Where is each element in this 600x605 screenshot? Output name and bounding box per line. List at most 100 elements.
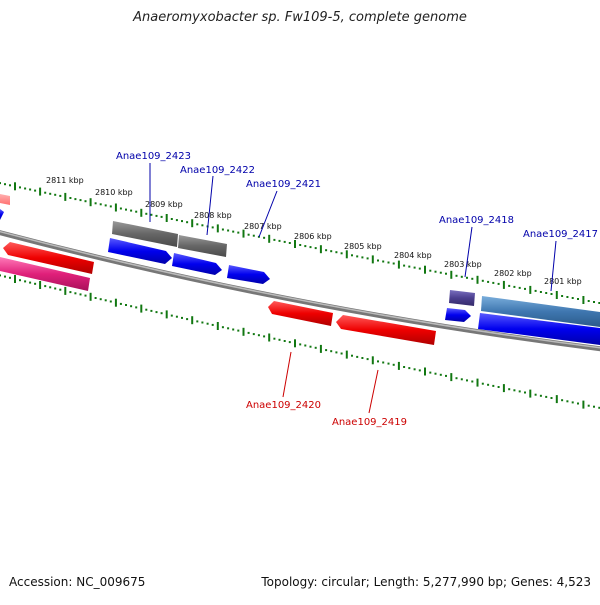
feature-grey-anae109-2422[interactable] (178, 235, 227, 257)
gene-label-anae109-2418[interactable]: Anae109_2418 (439, 215, 514, 226)
scale-top-dot (408, 265, 411, 268)
scale-bottom-dot (314, 346, 317, 349)
cds-reverse-anae109-2419[interactable] (336, 315, 436, 345)
scale-top-dot (377, 259, 379, 262)
cds-forward-5[interactable] (478, 313, 600, 345)
scale-bottom-dot (387, 362, 390, 365)
gene-label-anae109-2417[interactable]: Anae109_2417 (523, 229, 598, 240)
scale-bottom-dot (382, 361, 385, 364)
scale-top-dot (387, 261, 390, 264)
scale-bottom-dot (487, 383, 490, 386)
scale-bottom-dot (392, 363, 395, 366)
scale-top-dot (263, 236, 266, 239)
scale-bottom-dot (186, 318, 189, 321)
gene-label-anae109-2421[interactable]: Anae109_2421 (246, 179, 321, 190)
scale-top-dot (94, 202, 97, 205)
scale-top-dot (252, 234, 255, 237)
scale-top-dot (4, 183, 6, 186)
scale-top-dot (186, 221, 189, 224)
cds-forward-1[interactable] (108, 238, 172, 264)
cds-reverse-left[interactable] (3, 242, 94, 274)
feature-grey-anae109-2423[interactable] (112, 221, 178, 247)
scale-bottom-dot (299, 343, 302, 346)
scale-bottom-dot (492, 384, 495, 387)
scale-top-dot (150, 213, 153, 216)
scale-bottom-dot (206, 322, 209, 325)
scale-top-dot (221, 228, 224, 231)
feature-partial-lightred[interactable] (0, 194, 10, 205)
scale-top-dot (155, 214, 158, 217)
scale-top-dot (460, 275, 463, 278)
scale-top-dot (429, 269, 432, 272)
tick-label-2808: 2808 kbp (194, 211, 232, 220)
scale-bottom-dot (455, 377, 458, 380)
scale-bottom-dot (155, 311, 158, 314)
scale-bottom-dot (119, 302, 122, 305)
scale-bottom-dot (283, 340, 286, 342)
scale-top-dot (135, 210, 138, 213)
scale-bottom-dot (49, 286, 52, 289)
feature-partial-blue[interactable] (0, 209, 4, 220)
genome-backbone-highlight (0, 230, 600, 349)
scale-bottom-dot (408, 367, 411, 370)
scale-bottom-dot (79, 293, 82, 296)
scale-bottom-dot (598, 406, 600, 409)
scale-top-dot (54, 193, 57, 196)
scale-top-dot (340, 252, 343, 255)
scale-bottom-dot (539, 394, 542, 397)
tick-label-2810: 2810 kbp (95, 188, 133, 197)
scale-top-dot (181, 220, 183, 223)
scale-bottom-dot (571, 401, 574, 404)
scale-bottom-dot (69, 291, 72, 294)
scale-top-dot (325, 249, 328, 252)
tick-label-2804: 2804 kbp (394, 251, 432, 260)
scale-top-dot (330, 250, 333, 253)
scale-track-bottom (0, 274, 600, 409)
feature-purple-anae109-2418[interactable] (449, 290, 475, 306)
scale-bottom-dot (377, 360, 379, 363)
scale-bottom-dot (252, 333, 255, 336)
scale-top-dot (524, 287, 526, 290)
scale-bottom-dot (439, 373, 442, 376)
scale-top-dot (59, 194, 62, 197)
scale-top-dot (130, 209, 133, 212)
scale-bottom-dot (24, 280, 27, 283)
scale-bottom-dot (445, 374, 447, 377)
scale-bottom-dot (196, 320, 199, 323)
scale-top-dot (24, 187, 27, 190)
feature-steel-anae109-2417[interactable] (481, 296, 600, 327)
scale-top-dot (273, 238, 276, 241)
gene-label-anae109-2422[interactable]: Anae109_2422 (180, 165, 255, 176)
scale-bottom-dot (587, 404, 590, 407)
scale-bottom-dot (130, 305, 133, 308)
feature-pink-left[interactable] (0, 257, 90, 291)
scale-bottom-dot (181, 316, 183, 319)
scale-top-dot (593, 301, 595, 303)
gene-label-anae109-2423[interactable]: Anae109_2423 (116, 151, 191, 162)
cds-forward-4[interactable] (445, 308, 471, 322)
scale-bottom-dot (99, 298, 102, 301)
scale-top-dot (545, 292, 548, 294)
scale-top-dot (299, 244, 302, 246)
gene-label-anae109-2420[interactable]: Anae109_2420 (246, 400, 321, 411)
cds-forward-3[interactable] (227, 265, 270, 284)
tick-label-2805: 2805 kbp (344, 242, 382, 251)
scale-bottom-dot (221, 326, 224, 329)
scale-top-dot (492, 281, 495, 284)
scale-top-dot (74, 198, 77, 201)
scale-top-dot (518, 286, 521, 289)
tick-label-2802: 2802 kbp (494, 269, 532, 278)
scale-bottom-dot (429, 371, 432, 374)
scale-bottom-dot (288, 341, 291, 344)
scale-bottom-dot (550, 397, 553, 399)
scale-bottom-dot (481, 382, 484, 385)
scale-top-dot (119, 207, 122, 210)
gene-label-anae109-2419[interactable]: Anae109_2419 (332, 417, 407, 428)
scale-top-dot (160, 215, 163, 218)
map-title: Anaeromyxobacter sp. Fw109-5, complete g… (133, 10, 467, 25)
cds-forward-2[interactable] (172, 253, 222, 275)
cds-reverse-anae109-2420[interactable] (268, 301, 333, 326)
scale-bottom-dot (304, 344, 307, 347)
scale-top-dot (69, 197, 72, 199)
scale-top-dot (466, 276, 468, 279)
